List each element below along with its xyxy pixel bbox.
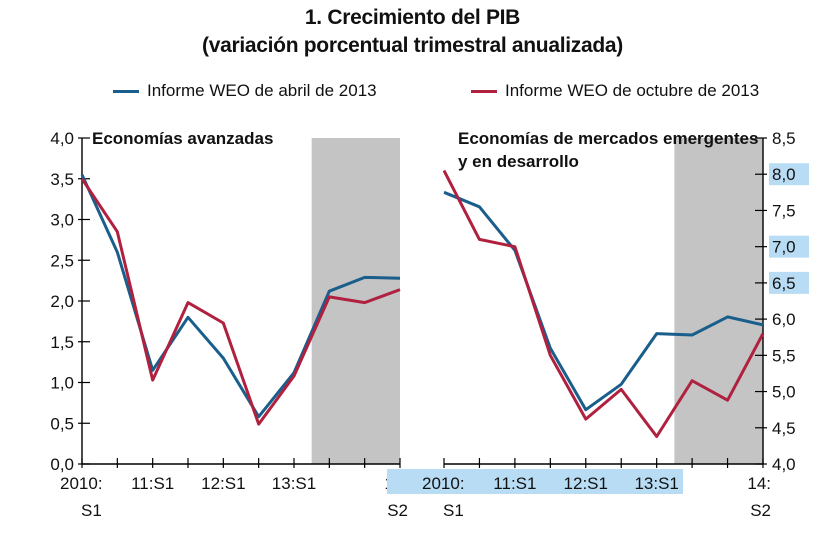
panel2-x-tick-label-line2: S2 <box>750 501 771 520</box>
panel1-y-tick-label: 0,0 <box>50 455 74 474</box>
panel2-y-tick-label: 8,0 <box>772 165 796 184</box>
panel1-y-tick-label: 1,0 <box>50 374 74 393</box>
panel2-y-tick-label: 5,0 <box>772 383 796 402</box>
panel1-y-tick-label: 3,5 <box>50 170 74 189</box>
panel1-x-tick-label: 12:S1 <box>201 474 245 493</box>
panel1-y-tick-label: 1,5 <box>50 333 74 352</box>
legend-swatch-april <box>113 89 139 93</box>
legend-item-october: Informe WEO de octubre de 2013 <box>471 81 759 101</box>
panel2-tick-highlight <box>769 163 809 186</box>
panel2-y-tick-label: 6,0 <box>772 310 796 329</box>
panel1-y-tick-label: 2,0 <box>50 292 74 311</box>
panel2-x-tick-label: 12:S1 <box>564 474 608 493</box>
panel1-y-tick-label: 0,5 <box>50 414 74 433</box>
panel2-title: Economías de mercados emergentes <box>458 129 758 148</box>
panel2-x-tick-label: 11:S1 <box>493 474 536 493</box>
chart-subtitle: (variación porcentual trimestral anualiz… <box>202 34 623 57</box>
panel2-series-october-line <box>442 169 765 438</box>
panel2-projection-shade <box>674 138 763 464</box>
panel2-x-tick-label: 2010: <box>422 474 465 493</box>
panel2-y-tick-label: 4,0 <box>772 455 796 474</box>
panel1-series-october-line <box>80 177 401 426</box>
panel2-series-april-line <box>443 190 764 412</box>
panel2-y-tick-label: 8,5 <box>772 129 796 148</box>
panel2-y-tick-label: 6,5 <box>772 274 796 293</box>
chart-title: 1. Crecimiento del PIB <box>304 6 521 29</box>
legend-label-april: Informe WEO de abril de 2013 <box>147 81 377 100</box>
panel2-title-line2: y en desarrollo <box>458 152 579 171</box>
panel2-tick-highlight <box>769 271 809 294</box>
panel2-y-tick-label: 5,5 <box>772 346 796 365</box>
panel1-title: Economías avanzadas <box>92 129 273 148</box>
x-label-highlight <box>387 469 683 494</box>
legend-item-april: Informe WEO de abril de 2013 <box>113 81 377 101</box>
legend-label-october: Informe WEO de octubre de 2013 <box>505 81 760 100</box>
panel2-y-tick-label: 7,5 <box>772 201 796 220</box>
panel1-x-tick-label-line2: S2 <box>387 501 408 520</box>
panel2-x-tick-label-line2: S1 <box>443 501 464 520</box>
panel1-y-tick-label: 2,5 <box>50 251 74 270</box>
panel2-x-tick-label: 13:S1 <box>634 474 678 493</box>
panel1-y-tick-label: 4,0 <box>50 129 74 148</box>
panel2-y-tick-label: 4,5 <box>772 419 796 438</box>
panel1-x-tick-label: 2010: <box>60 474 103 493</box>
panel1-x-tick-label-line2: S1 <box>81 501 102 520</box>
panel1-x-tick-label: 13:S1 <box>272 474 316 493</box>
legend-swatch-october <box>471 89 497 93</box>
panel1-x-tick-label: 11:S1 <box>131 474 174 493</box>
panel1-y-tick-label: 3,0 <box>50 211 74 230</box>
panel2-x-tick-label: 14: <box>747 474 771 493</box>
panel2-y-tick-label: 7,0 <box>772 238 796 257</box>
panel2-tick-highlight <box>769 235 809 258</box>
